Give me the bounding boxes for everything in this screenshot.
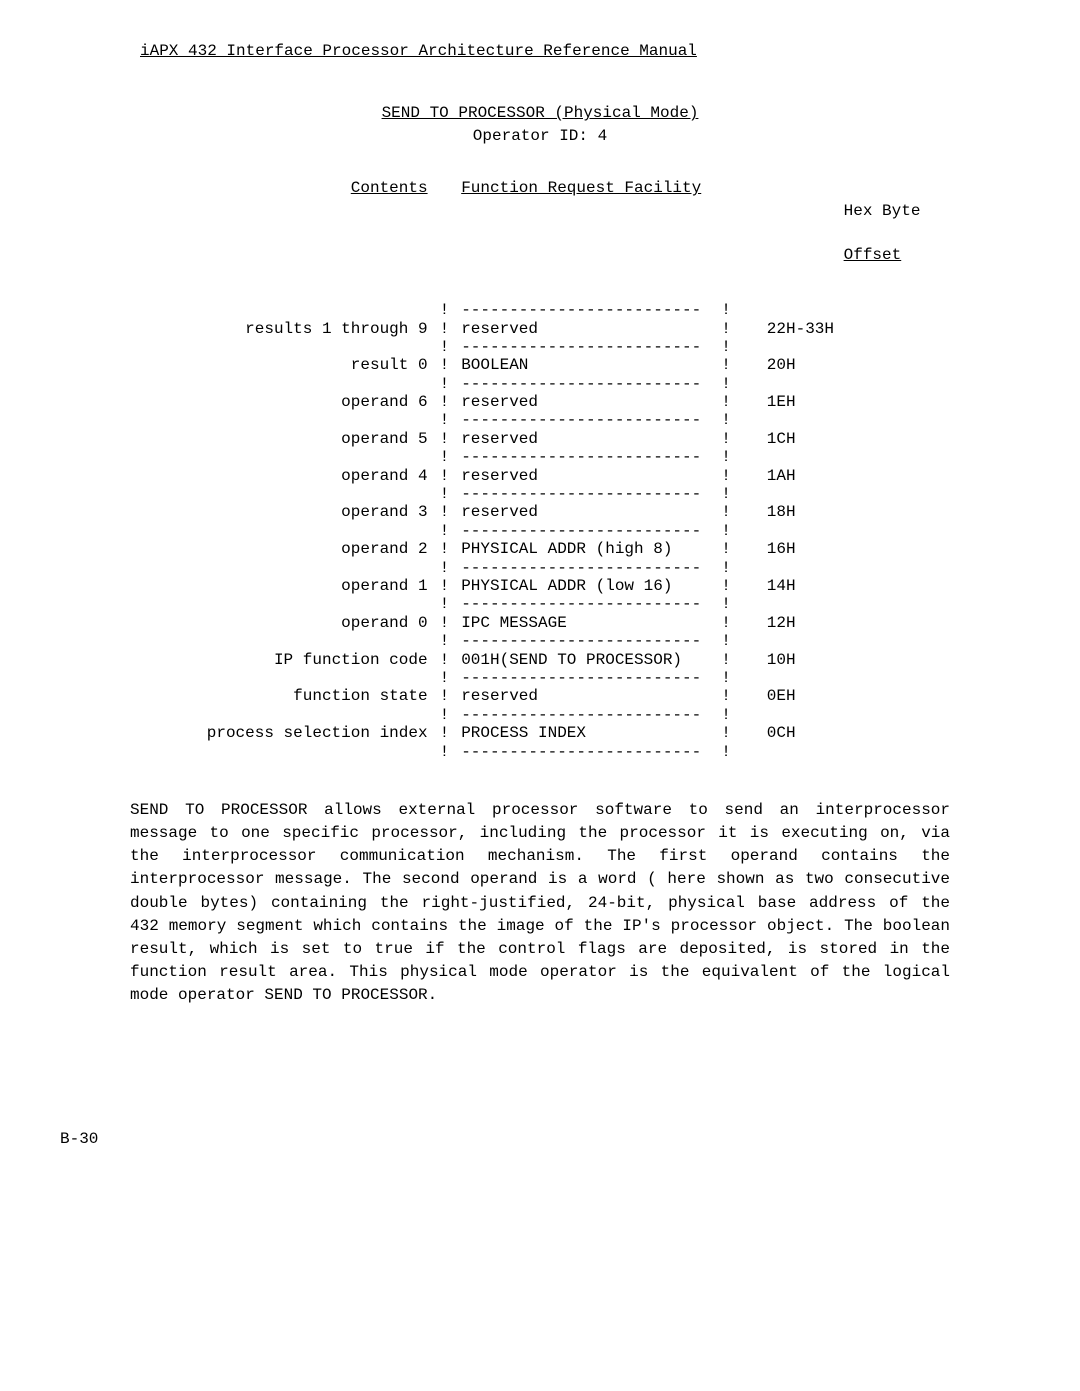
bang-right: ! <box>715 354 737 376</box>
bang-left: ! <box>434 465 456 487</box>
col-header-offset-l1: Hex Byte <box>844 202 921 220</box>
col-header-contents: Contents <box>351 179 428 197</box>
separator-row: !-------------------------! <box>154 561 927 575</box>
bang-right: ! <box>715 501 737 523</box>
page-header: iAPX 432 Interface Processor Architectur… <box>60 40 1020 62</box>
cell-function: reserved <box>455 428 715 450</box>
bang-left: ! <box>434 685 456 707</box>
cell-offset: 20H <box>737 354 927 376</box>
bang-left: ! <box>434 649 456 671</box>
separator-row: !-------------------------! <box>154 524 927 538</box>
bang-right: ! <box>715 428 737 450</box>
separator-row: !-------------------------! <box>154 340 927 354</box>
table-row: IP function code!001H(SEND TO PROCESSOR)… <box>154 649 927 671</box>
cell-offset: 0CH <box>737 722 927 744</box>
table-row: operand 0!IPC MESSAGE!12H <box>154 612 927 634</box>
separator-row: !-------------------------! <box>154 450 927 464</box>
separator-row: !-------------------------! <box>154 303 927 317</box>
cell-contents: operand 0 <box>154 612 434 634</box>
bang-right: ! <box>715 722 737 744</box>
table-row: result 0!BOOLEAN!20H <box>154 354 927 376</box>
cell-function: BOOLEAN <box>455 354 715 376</box>
cell-contents: operand 2 <box>154 538 434 560</box>
cell-offset: 1EH <box>737 391 927 413</box>
bang-right: ! <box>715 685 737 707</box>
section-title: SEND TO PROCESSOR (Physical Mode) Operat… <box>60 102 1020 147</box>
bang-right: ! <box>715 318 737 340</box>
cell-function: IPC MESSAGE <box>455 612 715 634</box>
cell-function: reserved <box>455 685 715 707</box>
page-number: B-30 <box>60 1128 1020 1150</box>
cell-contents: operand 1 <box>154 575 434 597</box>
separator-row: !-------------------------! <box>154 671 927 685</box>
cell-offset: 1AH <box>737 465 927 487</box>
bang-right: ! <box>715 575 737 597</box>
cell-contents: operand 6 <box>154 391 434 413</box>
bang-left: ! <box>434 391 456 413</box>
cell-contents: result 0 <box>154 354 434 376</box>
bang-left: ! <box>434 318 456 340</box>
cell-function: reserved <box>455 318 715 340</box>
cell-offset: 1CH <box>737 428 927 450</box>
cell-contents: IP function code <box>154 649 434 671</box>
cell-offset: 0EH <box>737 685 927 707</box>
bang-right: ! <box>715 465 737 487</box>
separator-row: !-------------------------! <box>154 487 927 501</box>
table-row: operand 1!PHYSICAL ADDR (low 16)!14H <box>154 575 927 597</box>
facility-table: Contents Function Request Facility Hex B… <box>60 177 1020 759</box>
bang-left: ! <box>434 428 456 450</box>
cell-function: PHYSICAL ADDR (high 8) <box>455 538 715 560</box>
separator-row: !-------------------------! <box>154 597 927 611</box>
table-row: function state!reserved!0EH <box>154 685 927 707</box>
cell-offset: 12H <box>737 612 927 634</box>
section-title-line2: Operator ID: 4 <box>473 127 607 145</box>
cell-offset: 22H-33H <box>737 318 927 340</box>
bang-left: ! <box>434 354 456 376</box>
table-row: operand 5!reserved!1CH <box>154 428 927 450</box>
table-row: operand 3!reserved!18H <box>154 501 927 523</box>
manual-title: iAPX 432 Interface Processor Architectur… <box>140 42 697 60</box>
cell-function: 001H(SEND TO PROCESSOR) <box>455 649 715 671</box>
table-row: process selection index!PROCESS INDEX!0C… <box>154 722 927 744</box>
table-row: operand 2!PHYSICAL ADDR (high 8)!16H <box>154 538 927 560</box>
separator-row: !-------------------------! <box>154 377 927 391</box>
cell-contents: process selection index <box>154 722 434 744</box>
bang-left: ! <box>434 538 456 560</box>
bang-left: ! <box>434 501 456 523</box>
separator-row: !-------------------------! <box>154 745 927 759</box>
cell-contents: results 1 through 9 <box>154 318 434 340</box>
cell-offset: 18H <box>737 501 927 523</box>
cell-offset: 10H <box>737 649 927 671</box>
col-header-offset-l2: Offset <box>844 246 902 264</box>
table-row: operand 4!reserved!1AH <box>154 465 927 487</box>
cell-offset: 14H <box>737 575 927 597</box>
table-row: operand 6!reserved!1EH <box>154 391 927 413</box>
bang-left: ! <box>434 722 456 744</box>
col-header-function: Function Request Facility <box>461 179 701 197</box>
bang-right: ! <box>715 391 737 413</box>
cell-offset: 16H <box>737 538 927 560</box>
cell-contents: operand 4 <box>154 465 434 487</box>
bang-left: ! <box>434 575 456 597</box>
table-row: results 1 through 9!reserved!22H-33H <box>154 318 927 340</box>
bang-right: ! <box>715 538 737 560</box>
cell-function: reserved <box>455 465 715 487</box>
separator-row: !-------------------------! <box>154 708 927 722</box>
bang-right: ! <box>715 612 737 634</box>
separator-row: !-------------------------! <box>154 634 927 648</box>
cell-contents: function state <box>154 685 434 707</box>
cell-function: PHYSICAL ADDR (low 16) <box>455 575 715 597</box>
section-title-line1: SEND TO PROCESSOR (Physical Mode) <box>382 104 699 122</box>
cell-function: reserved <box>455 501 715 523</box>
cell-contents: operand 3 <box>154 501 434 523</box>
cell-contents: operand 5 <box>154 428 434 450</box>
cell-function: reserved <box>455 391 715 413</box>
bang-right: ! <box>715 649 737 671</box>
bang-left: ! <box>434 612 456 634</box>
cell-function: PROCESS INDEX <box>455 722 715 744</box>
description-paragraph: SEND TO PROCESSOR allows external proces… <box>130 799 950 1008</box>
separator-row: !-------------------------! <box>154 413 927 427</box>
